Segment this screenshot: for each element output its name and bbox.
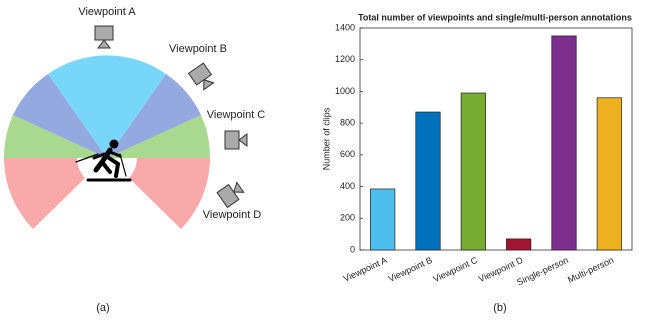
panel-label: (a): [96, 302, 109, 314]
viewpoint-label: Viewpoint A: [78, 6, 136, 18]
camera-a: [94, 25, 114, 49]
y-tick-label: 1400: [335, 22, 355, 32]
y-tick-label: 800: [340, 118, 355, 128]
panel-label: (b): [493, 302, 506, 314]
camera-c: [224, 130, 248, 150]
plot-frame: [359, 27, 633, 251]
x-tick-label: Viewpoint C: [432, 255, 480, 285]
bar: [460, 92, 486, 251]
bar: [596, 97, 622, 251]
y-tick-label: 600: [340, 149, 355, 159]
viewpoint-diagram: Viewpoint A Viewpoint B Viewpoint C View…: [3, 6, 266, 314]
sector-green: [107, 115, 211, 158]
skier: [75, 139, 132, 182]
x-tick-label: Viewpoint B: [387, 255, 434, 284]
viewpoint-label: Viewpoint B: [169, 43, 227, 55]
sector-green: [3, 115, 108, 158]
sector-pink: [4, 158, 85, 229]
y-tick-label: 1200: [335, 54, 355, 64]
x-tick-label: Viewpoint A: [342, 255, 389, 284]
viewpoint-label: Viewpoint C: [207, 109, 266, 121]
chart-title: Total number of viewpoints and single/mu…: [358, 12, 632, 22]
y-tick-label: 1000: [335, 86, 355, 96]
bar: [415, 111, 441, 251]
camera-d: [216, 181, 245, 209]
sector-blue: [107, 74, 201, 158]
bar: [506, 238, 532, 251]
y-tick-label: 0: [350, 244, 355, 254]
sector-lightblue: [48, 55, 166, 158]
camera-b: [187, 62, 215, 91]
x-tick-label: Single-person: [515, 255, 570, 288]
bar: [551, 35, 577, 251]
y-tick-label: 200: [340, 213, 355, 223]
bar: [370, 188, 396, 251]
viewpoint-label: Viewpoint D: [203, 209, 262, 221]
sector-blue: [13, 74, 107, 158]
sector-pink: [129, 158, 210, 229]
y-tick-label: 400: [340, 181, 355, 191]
y-axis-label: Number of clips: [321, 107, 331, 170]
x-tick-label: Multi-person: [566, 255, 615, 285]
